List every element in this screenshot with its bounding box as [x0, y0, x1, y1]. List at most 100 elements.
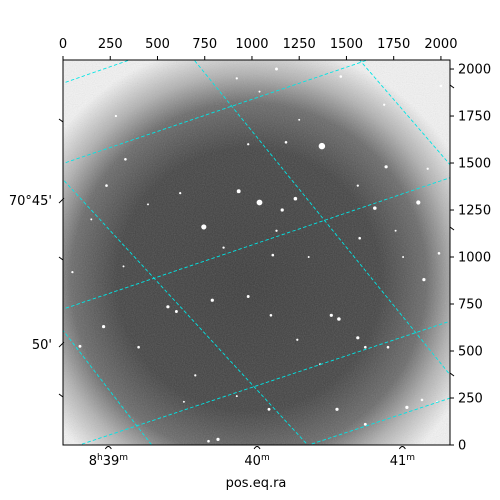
star-34: [426, 167, 429, 170]
star-23: [335, 407, 339, 411]
star-4: [373, 206, 377, 210]
ra-grid-line-3: [358, 60, 450, 166]
dec-tick-label-0: 70°45': [9, 194, 52, 209]
star-28: [405, 405, 409, 410]
dec-tick-label-1: 50': [32, 338, 52, 353]
star-10: [210, 298, 214, 302]
top-tick-label-2: 500: [145, 37, 170, 52]
star-37: [275, 67, 278, 71]
top-tick-label-7: 1750: [377, 37, 410, 52]
dec-grid-line-2: [63, 177, 450, 310]
star-12: [269, 314, 273, 317]
edge-tick-1: [58, 256, 64, 261]
top-tick-label-3: 750: [192, 37, 217, 52]
star-41: [356, 184, 359, 187]
dec-tick-0: [58, 197, 65, 204]
star-55: [235, 395, 238, 398]
ra-tick-label-0: 8h39m: [89, 453, 128, 469]
star-42: [383, 103, 386, 106]
star-21: [422, 277, 426, 282]
star-32: [124, 158, 127, 161]
star-17: [386, 345, 390, 349]
star-15: [356, 336, 360, 340]
right-tick-label-6: 1500: [458, 157, 491, 172]
top-tick-label-5: 1250: [283, 37, 316, 52]
star-36: [339, 75, 343, 78]
star-11: [246, 295, 250, 298]
star-25: [216, 437, 220, 442]
dec-grid-line-3: [77, 320, 450, 445]
ra-grid-line-1: [63, 178, 309, 445]
ra-tick-0: [104, 446, 112, 450]
edge-tick-3: [449, 84, 455, 89]
right-tick-label-7: 1750: [458, 110, 491, 125]
star-13: [329, 313, 333, 317]
top-tick-label-8: 2000: [424, 37, 457, 52]
ra-grid-line-0: [63, 329, 153, 445]
star-44: [275, 229, 278, 232]
star-31: [358, 236, 361, 240]
dec-tick-1: [58, 341, 65, 348]
star-62: [258, 90, 261, 93]
top-tick-label-0: 0: [59, 37, 67, 52]
star-60: [122, 265, 125, 268]
right-tick-label-5: 1250: [458, 204, 491, 219]
star-9: [174, 310, 178, 313]
plot-frame: [62, 59, 451, 446]
star-19: [101, 324, 106, 329]
dec-grid-line-1: [63, 60, 370, 165]
star-59: [298, 118, 301, 121]
star-29: [420, 398, 424, 402]
edge-tick-5: [449, 372, 455, 377]
star-1: [256, 199, 263, 206]
star-7: [293, 196, 298, 201]
right-tick-label-8: 2000: [458, 63, 491, 78]
star-51: [402, 256, 405, 258]
dec-grid-line-4: [307, 397, 450, 445]
star-52: [194, 374, 197, 377]
star-48: [147, 203, 149, 206]
star-38: [284, 141, 288, 144]
star-61: [90, 218, 93, 221]
star-49: [247, 143, 250, 146]
right-tick-label-3: 750: [458, 298, 483, 313]
star-50: [307, 256, 310, 258]
star-0: [318, 142, 326, 150]
star-18: [137, 345, 140, 349]
star-6: [384, 165, 388, 169]
edge-tick-4: [449, 226, 455, 231]
star-5: [416, 200, 421, 205]
star-46: [179, 191, 182, 195]
star-24: [267, 407, 271, 411]
star-39: [235, 77, 238, 80]
star-26: [207, 439, 210, 443]
ra-tick-1: [253, 446, 261, 450]
star-16: [364, 345, 367, 349]
star-2: [201, 224, 207, 230]
ra-tick-label-1: 40m: [244, 453, 269, 469]
star-45: [222, 246, 225, 249]
ra-grid-line-2: [193, 60, 450, 376]
star-58: [394, 229, 397, 232]
star-43: [439, 84, 443, 88]
right-tick-label-0: 0: [458, 439, 466, 454]
edge-tick-0: [58, 118, 64, 123]
x-axis-label: pos.eq.ra: [226, 476, 287, 491]
star-47: [114, 114, 118, 118]
top-tick-label-6: 1500: [330, 37, 363, 52]
ra-tick-2: [398, 446, 406, 450]
top-tick-label-4: 1000: [235, 37, 268, 52]
image-noise: [63, 60, 450, 445]
star-14: [337, 317, 341, 321]
star-40: [71, 270, 74, 274]
star-33: [105, 184, 108, 187]
star-22: [437, 252, 441, 255]
star-53: [296, 338, 299, 341]
star-20: [78, 344, 82, 348]
top-tick-label-1: 250: [98, 37, 123, 52]
ra-tick-label-2: 41m: [390, 453, 415, 469]
star-35: [271, 253, 275, 257]
right-tick-label-4: 1000: [458, 251, 491, 266]
star-27: [363, 422, 367, 426]
